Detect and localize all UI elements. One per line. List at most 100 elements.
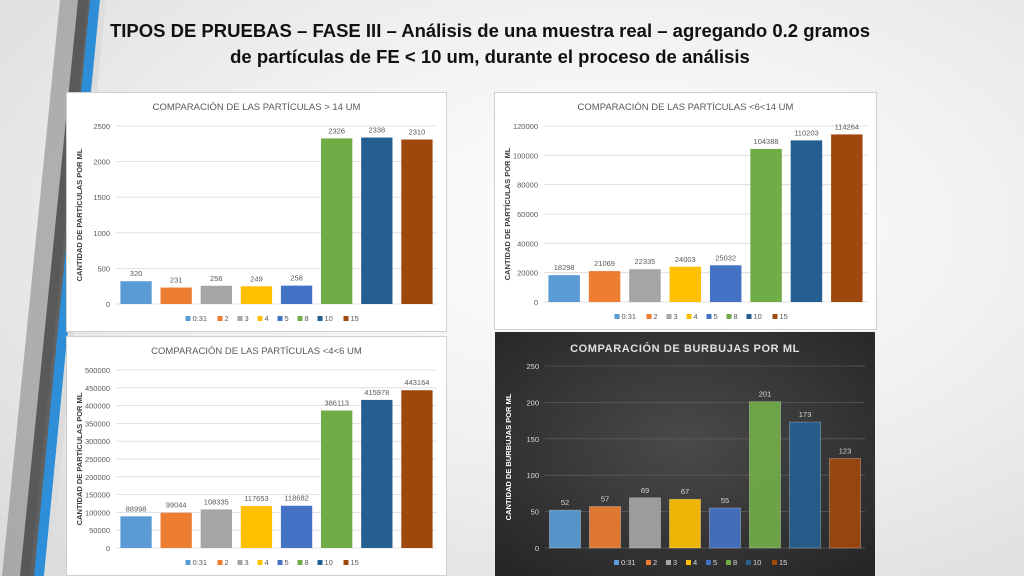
data-label: 55 bbox=[721, 496, 729, 505]
legend-swatch bbox=[217, 560, 223, 565]
slide-title-line-2: de partículas de FE < 10 um, durante el … bbox=[230, 46, 750, 67]
legend-swatch bbox=[185, 316, 191, 321]
bar-2 bbox=[588, 271, 621, 302]
legend-swatch bbox=[666, 560, 671, 565]
data-label: 108335 bbox=[204, 497, 229, 506]
y-tick-label: 2500 bbox=[93, 122, 110, 131]
legend-swatch bbox=[666, 314, 672, 319]
legend-swatch bbox=[772, 560, 777, 565]
legend-label: 2 bbox=[653, 558, 657, 567]
y-tick-label: 100 bbox=[526, 471, 539, 480]
legend-swatch bbox=[646, 560, 651, 565]
y-tick-label: 1000 bbox=[93, 229, 110, 238]
legend-swatch bbox=[257, 560, 263, 565]
bar-10 bbox=[361, 399, 393, 548]
y-tick-label: 100000 bbox=[85, 508, 110, 517]
legend-swatch bbox=[343, 316, 349, 321]
legend-swatch bbox=[185, 560, 191, 565]
data-label: 88998 bbox=[126, 504, 147, 513]
data-label: 52 bbox=[561, 498, 569, 507]
bar-4 bbox=[240, 506, 273, 548]
legend-label: 0:31 bbox=[622, 312, 637, 321]
y-tick-label: 350000 bbox=[85, 419, 110, 428]
legend-swatch bbox=[686, 314, 692, 319]
y-tick-label: 250 bbox=[526, 362, 539, 371]
y-tick-label: 40000 bbox=[517, 239, 538, 248]
bar-4 bbox=[669, 266, 702, 302]
bar-3 bbox=[629, 269, 661, 302]
legend-label: 3 bbox=[673, 558, 677, 567]
data-label: 2310 bbox=[409, 128, 426, 137]
y-tick-label: 0 bbox=[106, 544, 110, 553]
y-tick-label: 120000 bbox=[513, 122, 538, 131]
legend-label: 4 bbox=[694, 312, 698, 321]
bar-10 bbox=[788, 421, 821, 549]
slide-title: TIPOS DE PRUEBAS – FASE III – Análisis d… bbox=[100, 18, 880, 70]
bar-5 bbox=[708, 507, 741, 549]
y-tick-label: 100000 bbox=[513, 151, 538, 160]
legend-label: 5 bbox=[713, 558, 717, 567]
legend-swatch bbox=[746, 314, 752, 319]
chart-particles-4-6um: COMPARACIÓN DE LAS PARTÍCULAS <4<6 UM CAN… bbox=[66, 336, 447, 576]
data-label: 67 bbox=[681, 487, 689, 496]
bar-15 bbox=[401, 390, 433, 548]
y-tick-label: 2000 bbox=[93, 158, 110, 167]
y-tick-label: 20000 bbox=[517, 269, 538, 278]
data-label: 24003 bbox=[675, 255, 696, 264]
legend-swatch bbox=[614, 560, 619, 565]
legend-swatch bbox=[686, 560, 691, 565]
data-label: 22335 bbox=[635, 257, 656, 266]
legend-label: 2 bbox=[225, 314, 229, 323]
legend-label: 0:31 bbox=[193, 558, 208, 567]
y-tick-label: 0 bbox=[534, 298, 538, 307]
slide-title-line-1: TIPOS DE PRUEBAS – FASE III – Análisis d… bbox=[109, 20, 871, 41]
data-label: 320 bbox=[130, 269, 143, 278]
legend-swatch bbox=[297, 560, 303, 565]
legend-swatch bbox=[277, 560, 283, 565]
data-label: 443164 bbox=[404, 378, 429, 387]
data-label: 173 bbox=[799, 410, 812, 419]
legend-label: 5 bbox=[714, 312, 718, 321]
legend-label: 3 bbox=[674, 312, 678, 321]
bar-2 bbox=[160, 512, 192, 548]
data-label: 18298 bbox=[554, 263, 575, 272]
y-axis-label: CANTIDAD DE PARTÍCULAS POR ML bbox=[503, 147, 512, 280]
y-tick-label: 400000 bbox=[85, 402, 110, 411]
bar-0-31 bbox=[548, 275, 580, 302]
y-tick-label: 200000 bbox=[85, 473, 110, 482]
bar-8 bbox=[321, 410, 353, 548]
legend-label: 4 bbox=[265, 314, 269, 323]
y-tick-label: 60000 bbox=[517, 210, 538, 219]
legend-swatch bbox=[317, 560, 323, 565]
bar-8 bbox=[748, 401, 781, 549]
legend-label: 15 bbox=[779, 558, 787, 567]
legend-swatch bbox=[257, 316, 263, 321]
bar-8 bbox=[321, 138, 353, 304]
y-tick-label: 0 bbox=[535, 544, 539, 553]
legend-label: 3 bbox=[245, 558, 249, 567]
y-tick-label: 250000 bbox=[85, 455, 110, 464]
bar-15 bbox=[401, 139, 433, 304]
data-label: 123 bbox=[839, 446, 852, 455]
data-label: 114264 bbox=[835, 122, 859, 131]
data-label: 256 bbox=[210, 274, 223, 283]
bar-2 bbox=[160, 287, 192, 304]
legend-label: 15 bbox=[351, 314, 359, 323]
chart-svg: COMPARACIÓN DE LAS PARTÍCULAS <4<6 UM CAN… bbox=[66, 336, 447, 576]
chart-title: COMPARACIÓN DE LAS PARTÍCULAS <6<14 UM bbox=[578, 102, 794, 113]
data-label: 117653 bbox=[244, 494, 268, 503]
y-tick-label: 50000 bbox=[89, 526, 110, 535]
data-label: 231 bbox=[170, 276, 183, 285]
bar-3 bbox=[200, 509, 232, 548]
bar-0-31 bbox=[120, 516, 152, 548]
data-label: 249 bbox=[250, 274, 263, 283]
y-tick-label: 500 bbox=[97, 264, 110, 273]
data-label: 21069 bbox=[594, 259, 615, 268]
chart-bubbles-per-ml: COMPARACIÓN DE BURBUJAS POR ML CANTIDAD D… bbox=[495, 332, 875, 576]
data-label: 69 bbox=[641, 486, 649, 495]
bar-3 bbox=[200, 285, 232, 304]
legend-label: 8 bbox=[305, 314, 309, 323]
legend-swatch bbox=[237, 560, 243, 565]
legend-label: 4 bbox=[265, 558, 269, 567]
legend-swatch bbox=[343, 560, 349, 565]
